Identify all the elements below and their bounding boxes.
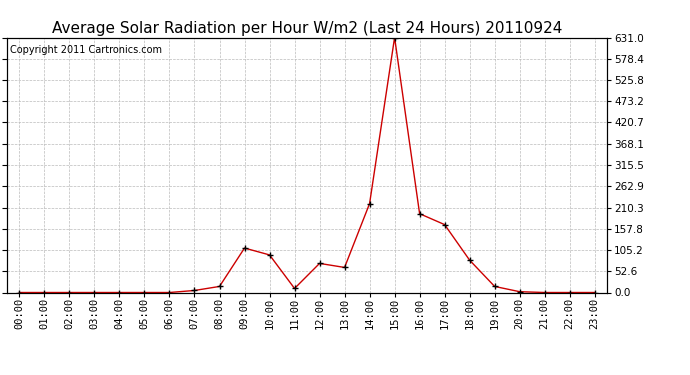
- Text: Copyright 2011 Cartronics.com: Copyright 2011 Cartronics.com: [10, 45, 162, 55]
- Title: Average Solar Radiation per Hour W/m2 (Last 24 Hours) 20110924: Average Solar Radiation per Hour W/m2 (L…: [52, 21, 562, 36]
